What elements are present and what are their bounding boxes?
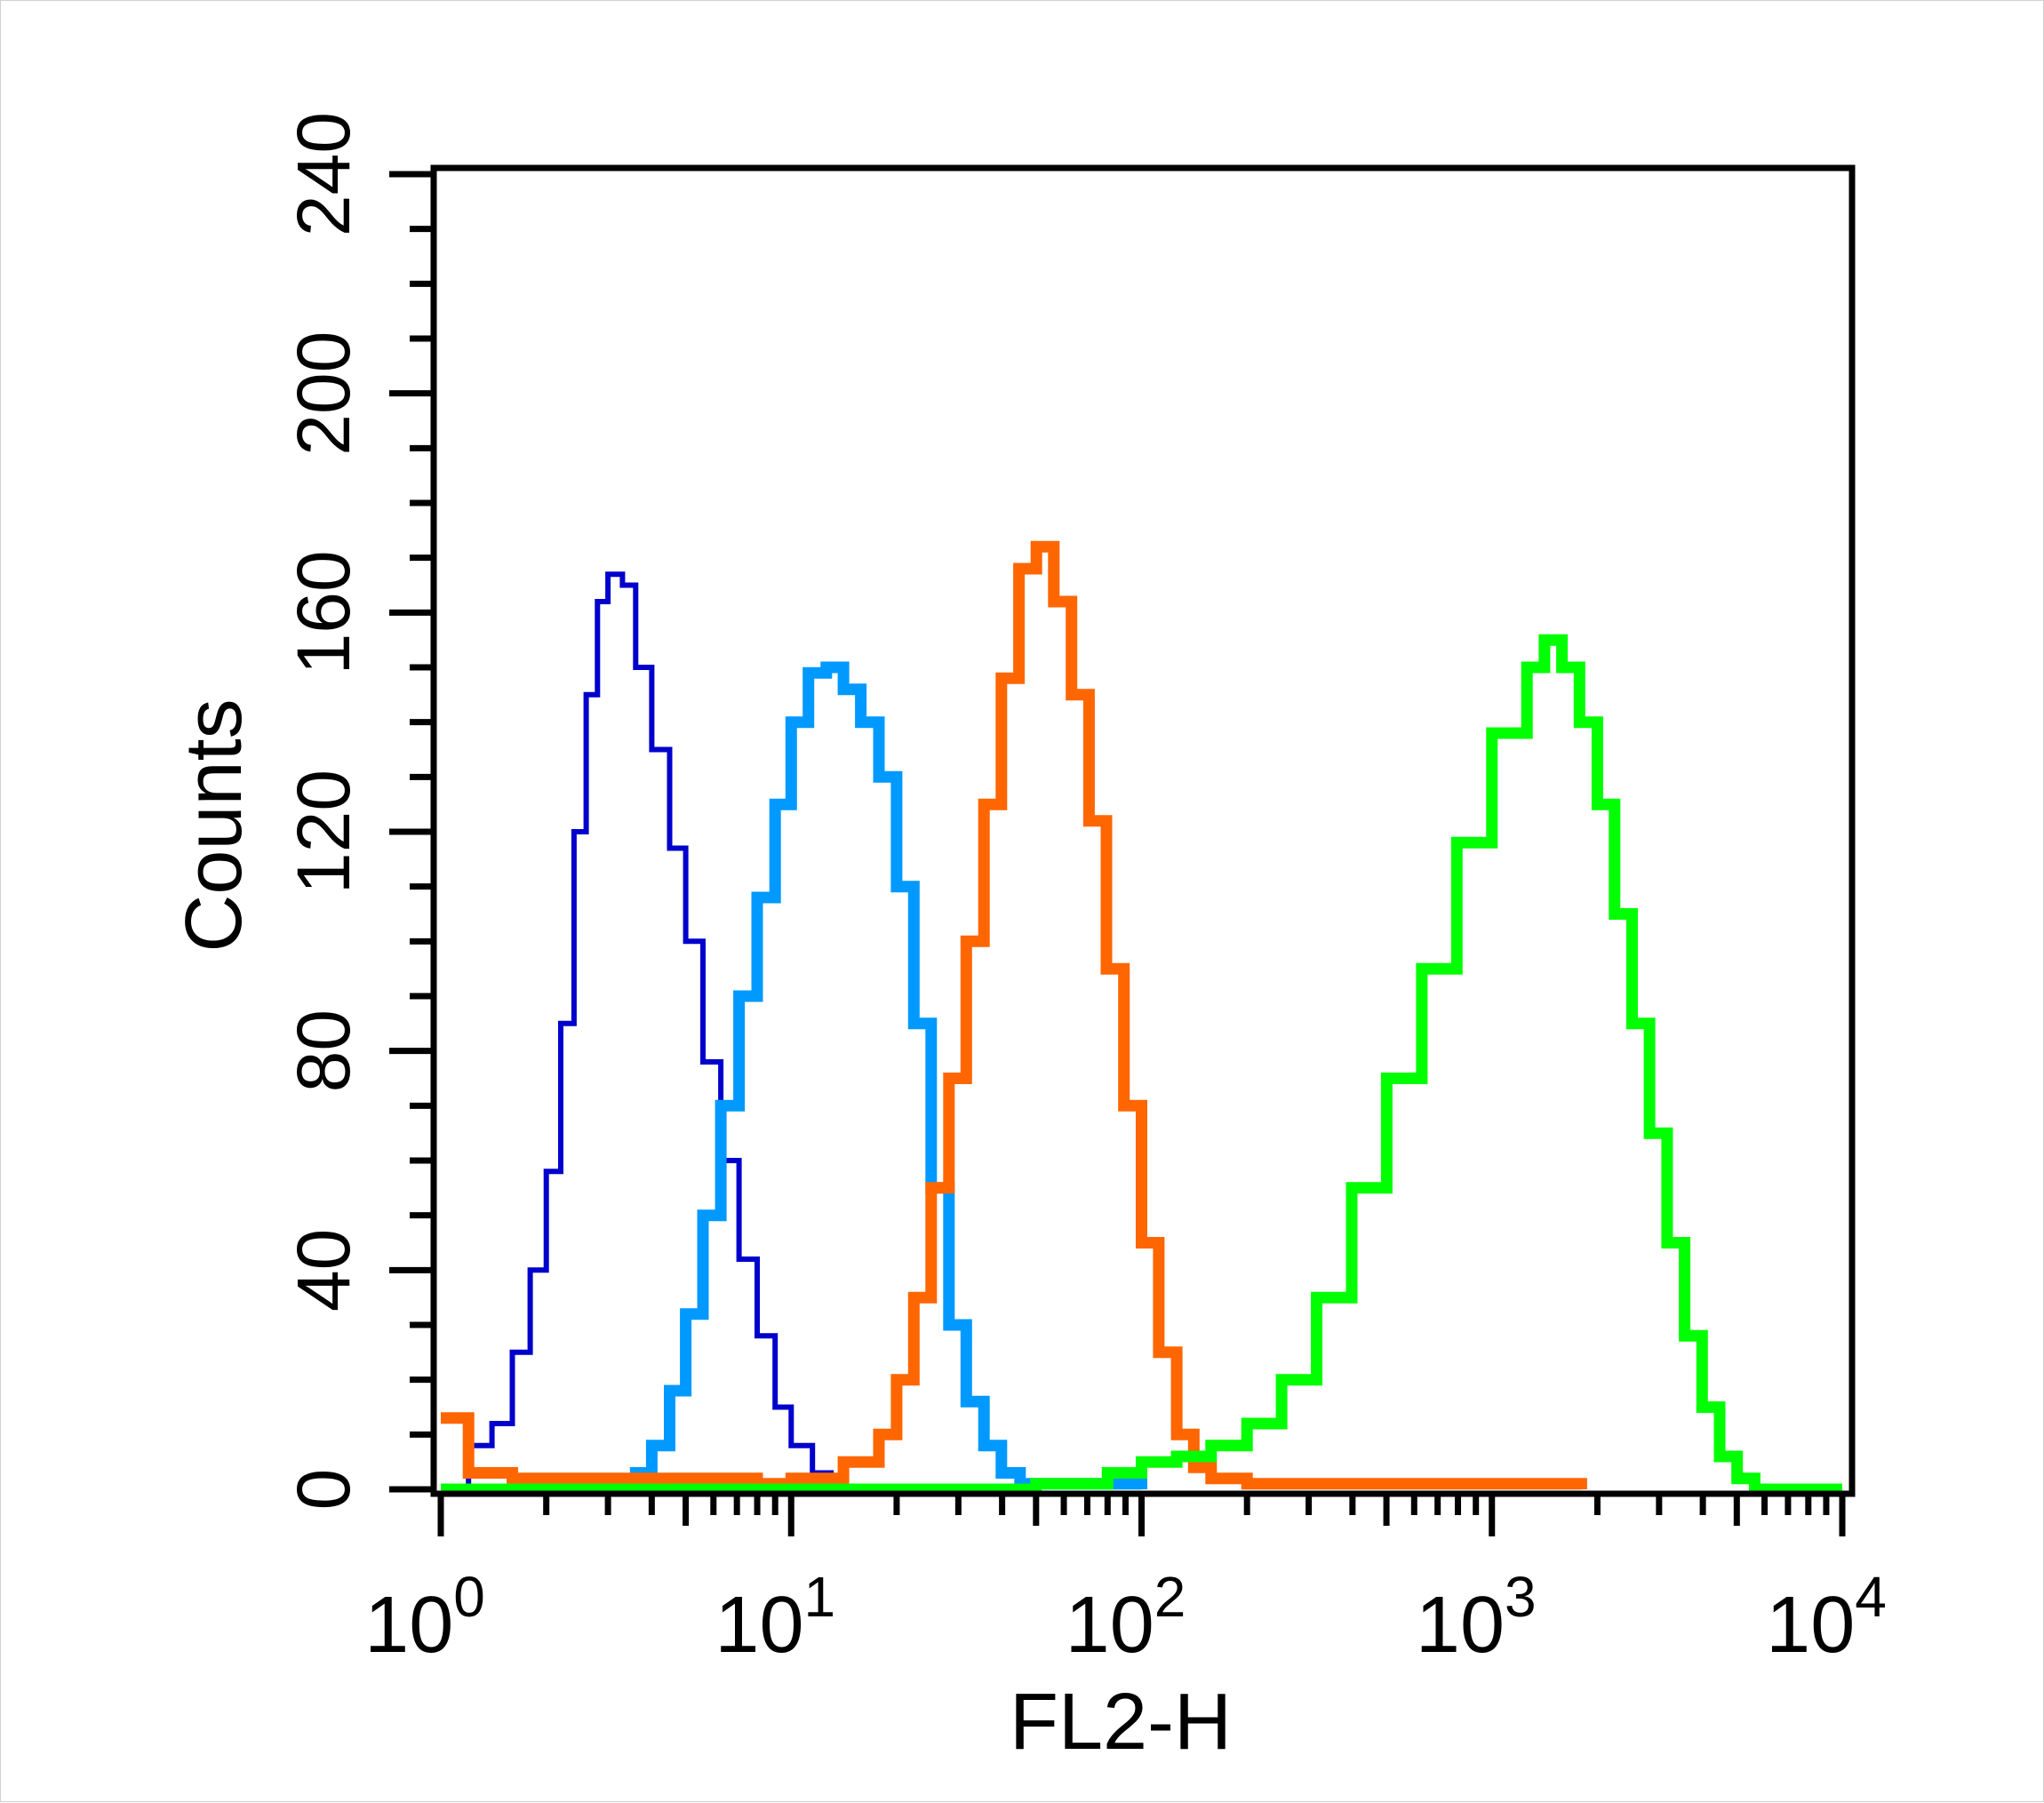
series-layer bbox=[441, 540, 1842, 1496]
x-tick-label: 103 bbox=[1416, 1565, 1537, 1670]
y-tick-label: 40 bbox=[282, 1229, 365, 1312]
x-tick-base: 10 bbox=[1066, 1581, 1154, 1670]
y-tick-label: 0 bbox=[282, 1469, 365, 1511]
x-tick-exponent: 2 bbox=[1154, 1565, 1186, 1629]
series-3-histogram bbox=[441, 540, 1587, 1490]
y-tick-label: 160 bbox=[282, 550, 365, 674]
x-tick-label: 101 bbox=[715, 1565, 835, 1670]
y-tick-label: 240 bbox=[282, 112, 365, 236]
y-tick-label: 200 bbox=[282, 331, 365, 456]
x-tick-exponent: 3 bbox=[1505, 1565, 1537, 1629]
x-tick-base: 10 bbox=[1416, 1581, 1505, 1670]
x-tick-base: 10 bbox=[715, 1581, 803, 1670]
x-tick-exponent: 4 bbox=[1855, 1565, 1887, 1629]
x-tick-base: 10 bbox=[364, 1581, 453, 1670]
y-tick-label: 80 bbox=[282, 1009, 365, 1092]
plot-area-frame bbox=[430, 164, 1856, 1497]
y-axis-label: Counts bbox=[170, 698, 259, 952]
y-tick-label: 120 bbox=[282, 770, 365, 894]
x-tick-exponent: 1 bbox=[804, 1565, 836, 1629]
x-tick-base: 10 bbox=[1766, 1581, 1855, 1670]
series-2-histogram bbox=[608, 661, 1147, 1496]
x-tick-label: 104 bbox=[1766, 1565, 1887, 1670]
x-tick-label: 102 bbox=[1066, 1565, 1186, 1670]
series-4-histogram bbox=[441, 634, 1842, 1496]
x-tick-exponent: 0 bbox=[453, 1565, 485, 1629]
x-axis-label: FL2-H bbox=[1010, 1678, 1232, 1767]
series-1-histogram bbox=[455, 571, 834, 1492]
x-tick-label: 100 bbox=[364, 1565, 485, 1670]
